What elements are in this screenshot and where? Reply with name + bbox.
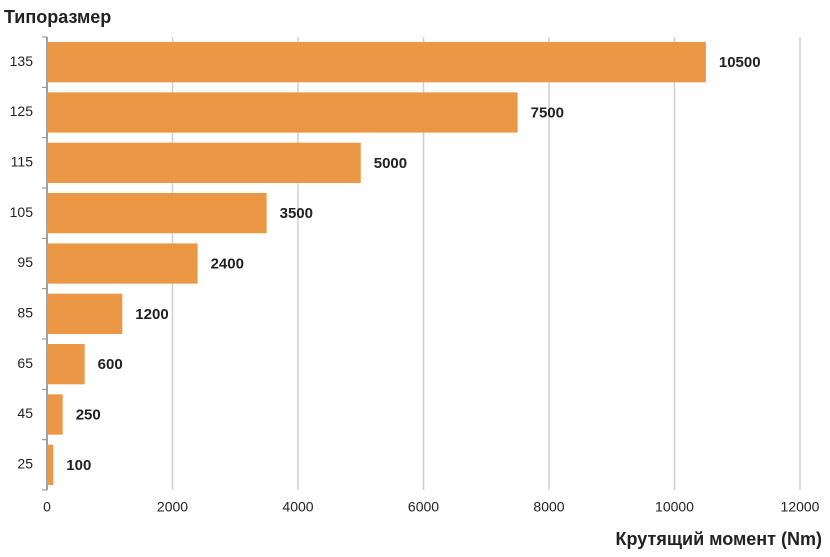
- bar: [47, 243, 198, 284]
- x-tick-label: 10000: [655, 499, 694, 515]
- x-tick-label: 8000: [533, 499, 564, 515]
- y-tick-label: 115: [11, 154, 34, 170]
- x-tick-label: 6000: [408, 499, 439, 515]
- data-label: 10500: [719, 54, 761, 71]
- bar: [47, 142, 361, 183]
- data-label: 100: [66, 457, 91, 474]
- data-label: 2400: [211, 255, 244, 272]
- y-tick-label: 95: [17, 254, 33, 270]
- x-tick-label: 2000: [157, 499, 188, 515]
- data-label: 1200: [135, 306, 168, 323]
- data-label: 7500: [531, 104, 564, 121]
- bar: [47, 344, 85, 385]
- bar: [47, 193, 267, 234]
- x-axis-title: Крутящий момент (Nm): [616, 529, 822, 549]
- y-tick-label: 85: [17, 305, 33, 321]
- data-label: 3500: [280, 205, 313, 222]
- y-tick-label: 45: [17, 405, 33, 421]
- x-tick-label: 12000: [781, 499, 820, 515]
- bar: [47, 42, 706, 83]
- x-tick-label: 0: [43, 499, 51, 515]
- data-label: 600: [98, 356, 123, 373]
- y-tick-label: 25: [17, 456, 33, 472]
- data-label: 5000: [374, 155, 407, 172]
- data-label: 250: [76, 406, 101, 423]
- bar: [47, 92, 518, 133]
- bar: [47, 293, 123, 334]
- y-tick-label: 105: [10, 204, 34, 220]
- bar: [47, 394, 63, 435]
- y-tick-label: 65: [17, 355, 33, 371]
- y-tick-label: 135: [10, 53, 34, 69]
- bar: [47, 444, 54, 485]
- y-tick-label: 125: [10, 103, 34, 119]
- x-tick-label: 4000: [282, 499, 313, 515]
- y-axis-title: Типоразмер: [4, 7, 111, 27]
